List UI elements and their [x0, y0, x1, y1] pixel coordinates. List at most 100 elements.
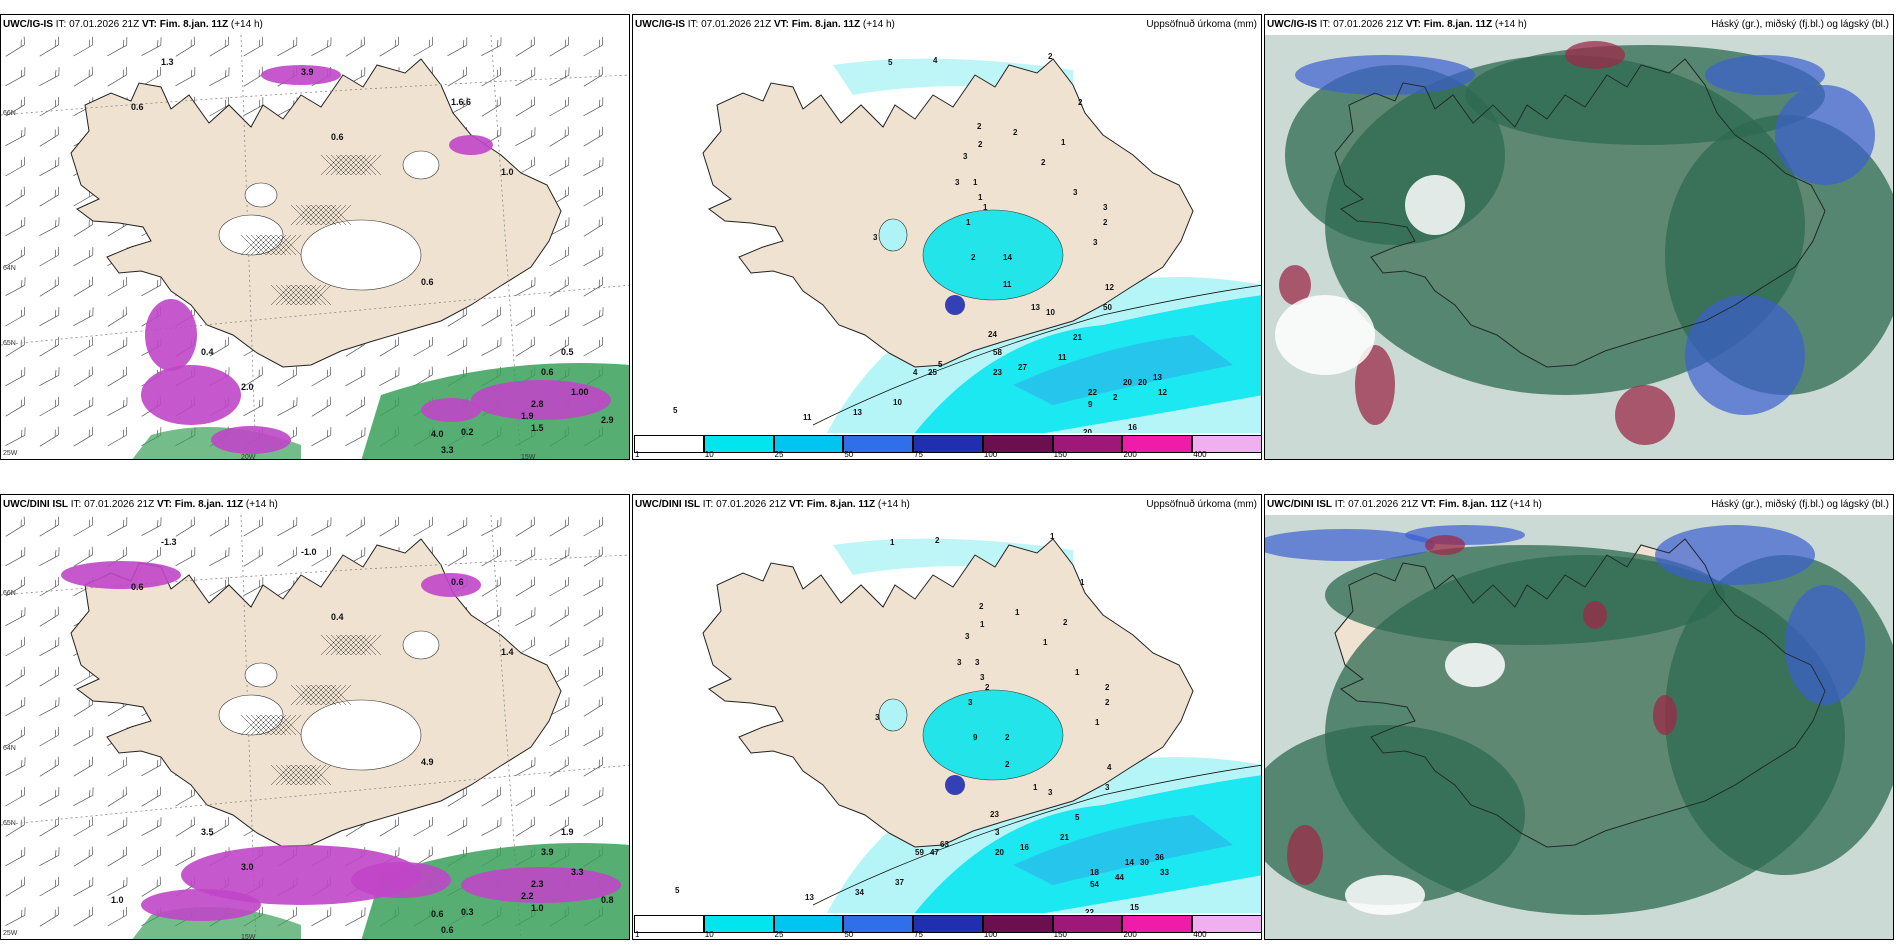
wind-barb: [5, 907, 26, 926]
wind-barb: [379, 367, 400, 386]
precip-value: 5: [938, 360, 943, 369]
value-label: 1.6.6: [451, 97, 471, 107]
wind-barb: [515, 816, 535, 837]
vt-label: VT:: [1405, 19, 1421, 30]
wind-barb: [39, 576, 60, 597]
wind-barb: [39, 67, 60, 86]
wind-barb: [5, 576, 25, 597]
precip-value: 3: [980, 673, 985, 682]
wind-barb: [583, 216, 603, 237]
hatch-area: [240, 714, 302, 736]
grid-label: 25W: [3, 930, 18, 937]
panel-header: UWC/DINI ISL IT: 07.01.2026 21Z VT: Fim.…: [1265, 495, 1893, 515]
value-label: 0.3: [461, 907, 474, 917]
panel-header: UWC/IG-IS IT: 07.01.2026 21Z VT: Fim. 8.…: [1265, 15, 1893, 35]
wind-barb: [447, 337, 468, 357]
wind-barb: [73, 397, 94, 417]
grid-label: 66N: [3, 590, 16, 597]
wind-barb: [39, 787, 60, 807]
wind-barb: [141, 876, 161, 897]
precipitation-map: 1 2 1 1 2 1 2 1 3 3 1 3 3 2 3 3 1 2 2 1 9 2 2 1 3 4 3 5 3 23 20 16 21 18 1…: [633, 515, 1261, 939]
wind-barb: [73, 877, 94, 897]
value-label: 3.3: [441, 445, 454, 455]
wind-barb: [141, 757, 162, 777]
precip-value: 20: [1083, 428, 1092, 437]
precipitation-map: 5 4 2 2 1 2 2 2 3 3 2 1 1 1 1 3 3 3 2 3 2 14 11 13 10 12 50 21 58 24 2…: [633, 35, 1261, 459]
wind-barb: [39, 606, 59, 627]
lead-time: (+14 h): [862, 19, 895, 30]
precip-value: 1: [973, 178, 978, 187]
value-label: 3.9: [301, 67, 314, 77]
model-name: UWC/IG-IS: [635, 19, 685, 30]
wind-barb: [5, 876, 25, 897]
precip-value: 5: [673, 406, 678, 415]
precip-value: 1: [1075, 668, 1080, 677]
value-label: 1.00: [571, 387, 589, 397]
snow-area: [449, 135, 493, 155]
field-title: Uppsöfnuð úrkoma (mm): [1146, 19, 1257, 30]
colorbar-tick: 400: [1193, 450, 1207, 459]
value-label: 0.2: [461, 427, 474, 437]
wind-barb: [549, 787, 570, 807]
grid-label: 15W: [521, 454, 536, 460]
snow-area: [461, 867, 621, 903]
wind-barb: [5, 127, 26, 146]
snow-area: [351, 862, 451, 898]
high-cloud: [1425, 535, 1465, 555]
wind-barb: [583, 336, 604, 357]
snow-area: [145, 299, 197, 371]
wind-barb: [107, 877, 128, 896]
snow-area: [421, 398, 481, 422]
colorbar-cell: [982, 915, 1053, 933]
wind-barb: [107, 276, 128, 297]
mid-cloud: [1405, 525, 1525, 545]
wind-barb: [175, 847, 196, 867]
high-cloud: [1287, 825, 1323, 885]
wind-barb: [73, 276, 93, 297]
latitude-line: [1, 764, 629, 826]
colorbar-cell: [703, 915, 774, 933]
colorbar-cell: [1052, 915, 1123, 933]
colorbar-tick: 25: [774, 930, 784, 939]
clear-sky: [1345, 875, 1425, 915]
wind-barb: [515, 277, 536, 296]
precip-value: 13: [805, 893, 814, 902]
wind-barb: [39, 906, 59, 927]
precip-value: 3: [955, 178, 960, 187]
precip-value: 47: [930, 848, 939, 857]
precip-value: 11: [803, 413, 812, 422]
colorbar: 1 10 25 50 75 100 150 200 400: [633, 433, 1261, 459]
lead-time: (+14 h): [230, 19, 263, 30]
value-label: 0.6: [331, 132, 344, 142]
wind-barb: [175, 67, 196, 87]
wind-barb: [583, 787, 604, 806]
wind-barb: [73, 787, 94, 806]
lead-time: (+14 h): [1509, 499, 1542, 510]
wind-barb: [311, 546, 332, 567]
wind-barb: [5, 666, 25, 687]
colorbar-tick: 150: [1053, 930, 1068, 939]
wind-barb: [5, 786, 26, 807]
low-cloud: [1325, 545, 1725, 645]
wind-barb: [379, 816, 399, 837]
wind-barb: [413, 336, 434, 357]
wind-barb: [39, 756, 59, 777]
wind-barb: [583, 606, 603, 627]
colorbar-tick: 150: [1053, 450, 1068, 459]
coast-outline: [1334, 58, 1826, 368]
value-label: -1.0: [301, 547, 317, 557]
wind-barb: [447, 817, 468, 837]
wind-barb: [277, 517, 298, 537]
wind-barb: [107, 426, 128, 447]
land-white-patch: [300, 219, 422, 291]
wind-barb: [481, 96, 501, 117]
wind-barb: [549, 36, 569, 57]
precip-value: 2: [935, 536, 940, 545]
grid-label: 15W: [241, 934, 256, 940]
grid-label: 64N: [3, 745, 16, 752]
colorbar-cell: [843, 915, 914, 933]
wind-barb: [515, 757, 536, 776]
wind-barb: [209, 576, 230, 597]
wind-barb: [5, 367, 26, 387]
grid-label: 64N: [3, 265, 16, 272]
